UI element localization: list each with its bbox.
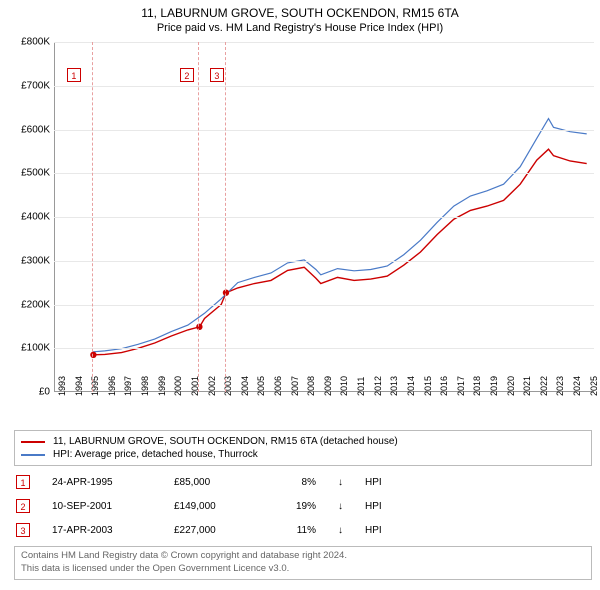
y-axis-label: £100K	[21, 343, 50, 354]
event-suffix: HPI	[365, 501, 382, 512]
event-row: 1 24-APR-1995 £85,000 8% ↓ HPI	[14, 470, 592, 494]
event-marker	[90, 352, 96, 358]
x-axis-label: 2020	[506, 376, 516, 396]
event-date: 10-SEP-2001	[52, 501, 152, 512]
gridline	[54, 86, 594, 87]
x-axis-label: 1994	[74, 376, 84, 396]
footer-line: Contains HM Land Registry data © Crown c…	[21, 550, 585, 563]
y-axis-label: £400K	[21, 212, 50, 223]
x-axis-label: 2007	[290, 376, 300, 396]
event-row: 3 17-APR-2003 £227,000 11% ↓ HPI	[14, 518, 592, 542]
gridline	[54, 42, 594, 43]
event-vline	[198, 42, 199, 392]
x-axis-label: 2010	[339, 376, 349, 396]
event-suffix: HPI	[365, 525, 382, 536]
event-vline	[225, 42, 226, 392]
x-axis-label: 2011	[356, 377, 366, 396]
gridline	[54, 130, 594, 131]
legend-swatch	[21, 454, 45, 456]
y-axis-label: £300K	[21, 255, 50, 266]
event-id-box: 1	[16, 475, 30, 489]
x-axis-label: 2004	[240, 376, 250, 396]
event-price: £149,000	[174, 501, 254, 512]
y-axis-label: £600K	[21, 124, 50, 135]
y-axis-label: £200K	[21, 299, 50, 310]
event-callout-box: 1	[67, 68, 81, 82]
x-axis-label: 2012	[373, 376, 383, 396]
event-pct: 11%	[276, 525, 316, 536]
gridline	[54, 305, 594, 306]
event-row: 2 10-SEP-2001 £149,000 19% ↓ HPI	[14, 494, 592, 518]
x-axis-label: 2013	[389, 376, 399, 396]
attribution-footer: Contains HM Land Registry data © Crown c…	[14, 546, 592, 580]
arrow-down-icon: ↓	[338, 477, 343, 488]
legend-row: 11, LABURNUM GROVE, SOUTH OCKENDON, RM15…	[21, 435, 585, 448]
events-table: 1 24-APR-1995 £85,000 8% ↓ HPI 2 10-SEP-2001 £14…	[14, 470, 592, 542]
x-axis-label: 2024	[572, 376, 582, 396]
x-axis-label: 2022	[539, 376, 549, 396]
event-marker	[223, 289, 229, 295]
event-pct: 19%	[276, 501, 316, 512]
x-axis-label: 2023	[555, 376, 565, 396]
event-price: £85,000	[174, 477, 254, 488]
event-date: 17-APR-2003	[52, 525, 152, 536]
event-callout-box: 2	[180, 68, 194, 82]
x-axis-label: 2006	[273, 376, 283, 396]
arrow-down-icon: ↓	[338, 525, 343, 536]
legend-row: HPI: Average price, detached house, Thur…	[21, 448, 585, 461]
x-axis-label: 2019	[489, 376, 499, 396]
gridline	[54, 348, 594, 349]
x-axis-label: 2014	[406, 376, 416, 396]
arrow-down-icon: ↓	[338, 501, 343, 512]
event-date: 24-APR-1995	[52, 477, 152, 488]
event-suffix: HPI	[365, 477, 382, 488]
x-axis-label: 2000	[173, 376, 183, 396]
x-axis-label: 2025	[589, 376, 599, 396]
x-axis-label: 2009	[323, 376, 333, 396]
y-axis-label: £700K	[21, 80, 50, 91]
x-axis-label: 1999	[157, 376, 167, 396]
gridline	[54, 173, 594, 174]
event-pct: 8%	[276, 477, 316, 488]
y-axis-label: £0	[39, 387, 50, 398]
gridline	[54, 217, 594, 218]
series-line	[93, 149, 587, 355]
event-id-box: 2	[16, 499, 30, 513]
series-line	[93, 119, 587, 352]
event-vline	[92, 42, 93, 392]
legend-swatch	[21, 441, 45, 443]
event-price: £227,000	[174, 525, 254, 536]
x-axis-label: 1993	[57, 376, 67, 396]
x-axis-label: 2017	[456, 376, 466, 396]
chart-title: 11, LABURNUM GROVE, SOUTH OCKENDON, RM15…	[0, 0, 600, 20]
event-marker	[196, 324, 202, 330]
x-axis-label: 2002	[207, 376, 217, 396]
y-axis-label: £500K	[21, 168, 50, 179]
event-callout-box: 3	[210, 68, 224, 82]
x-axis-label: 1998	[140, 376, 150, 396]
x-axis-label: 2015	[423, 376, 433, 396]
gridline	[54, 261, 594, 262]
series-legend: 11, LABURNUM GROVE, SOUTH OCKENDON, RM15…	[14, 430, 592, 466]
x-axis-label: 1997	[123, 376, 133, 396]
x-axis-label: 2018	[472, 376, 482, 396]
y-axis-label: £800K	[21, 37, 50, 48]
x-axis-label: 2016	[439, 376, 449, 396]
event-id-box: 3	[16, 523, 30, 537]
x-axis-label: 2021	[522, 376, 532, 396]
footer-line: This data is licensed under the Open Gov…	[21, 563, 585, 576]
legend-label: HPI: Average price, detached house, Thur…	[53, 449, 258, 460]
x-axis-label: 2005	[256, 376, 266, 396]
chart-subtitle: Price paid vs. HM Land Registry's House …	[0, 20, 600, 38]
x-axis-label: 1996	[107, 376, 117, 396]
legend-label: 11, LABURNUM GROVE, SOUTH OCKENDON, RM15…	[53, 436, 398, 447]
x-axis-label: 2008	[306, 376, 316, 396]
chart-area: £0£100K£200K£300K£400K£500K£600K£700K£80…	[36, 42, 596, 422]
